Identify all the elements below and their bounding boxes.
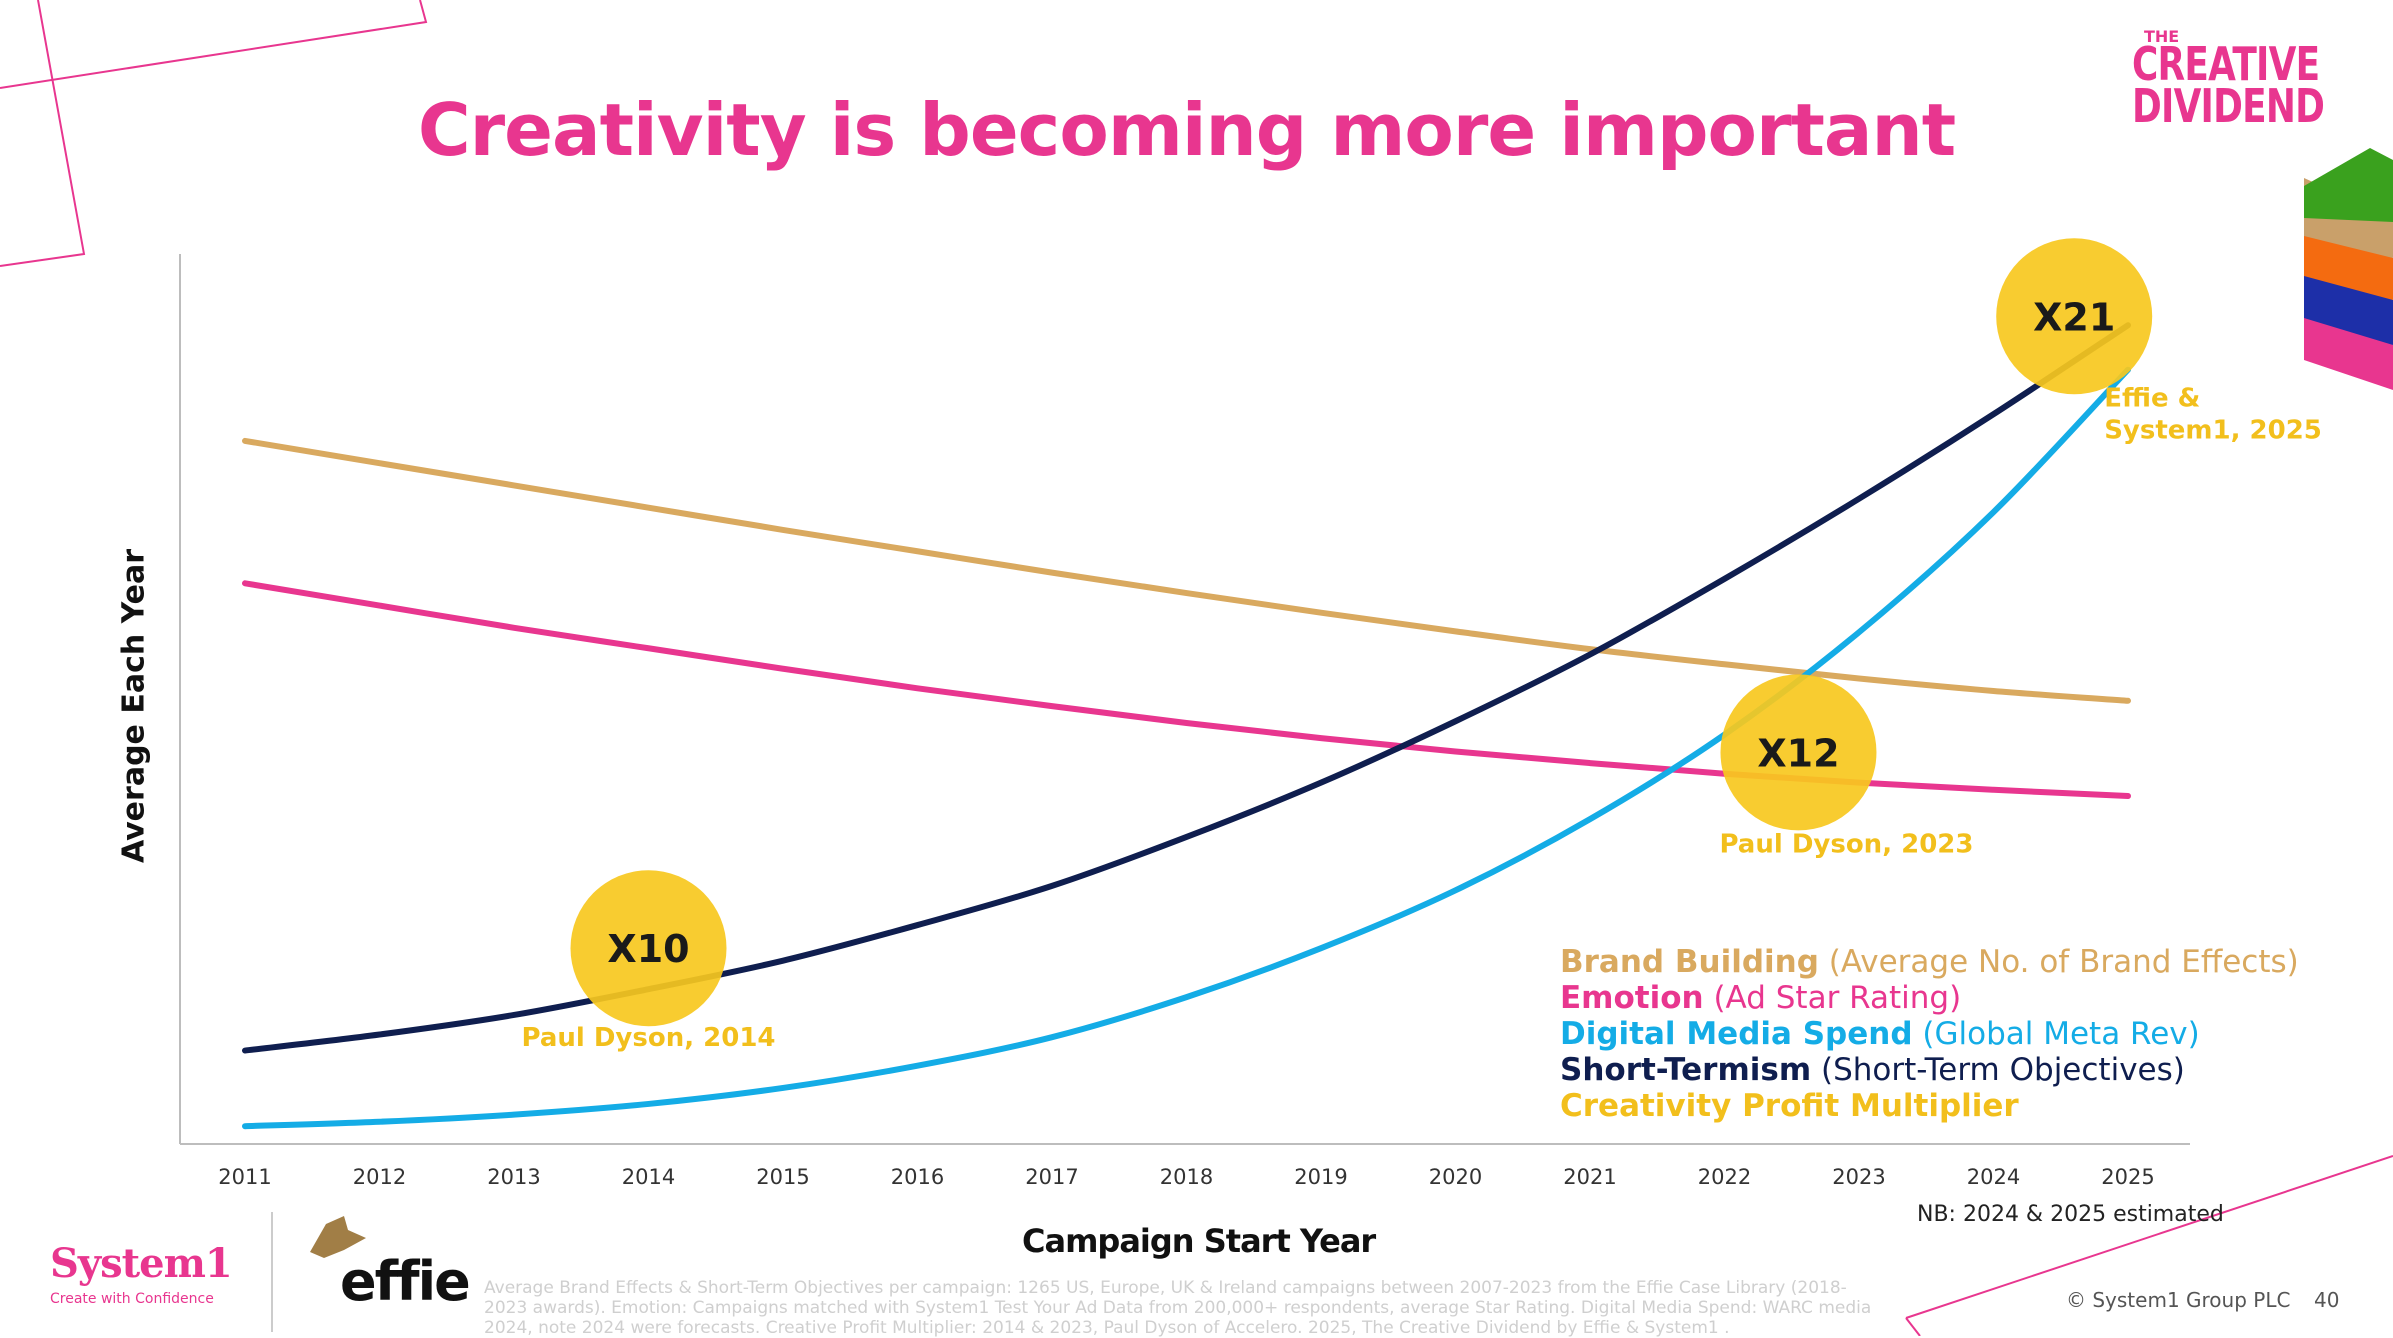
multiplier-label-x12: X12 [1757,731,1839,775]
system1-tagline: Create with Confidence [50,1291,214,1307]
deco-frame-bottom-right-2 [1905,1317,1921,1336]
legend-detail: (Global Meta Rev) [1912,1016,2200,1052]
x-tick-label: 2021 [1563,1165,1616,1189]
legend-item: Short-Termism (Short-Term Objectives) [1560,1052,2299,1088]
legend-key: Emotion [1560,980,1704,1016]
system1-wordmark: System1 [50,1240,233,1287]
multiplier-label-x21: X21 [2033,295,2115,339]
chart-legend: Brand Building (Average No. of Brand Eff… [1560,944,2299,1124]
x-tick-label: 2015 [756,1165,809,1189]
multiplier-label-x10: X10 [607,927,689,971]
legend-key: Digital Media Spend [1560,1016,1913,1052]
footnote: Average Brand Effects & Short-Term Objec… [484,1278,1872,1338]
series-line-brand-building [242,437,2131,704]
creative-dividend-logo: THE CREATIVE DIVIDEND [2110,27,2325,129]
page-number: 40 [2314,1288,2340,1312]
x-tick-label: 2012 [353,1165,406,1189]
x-tick-label: 2023 [1832,1165,1885,1189]
x-tick-label: 2020 [1429,1165,1482,1189]
effie-logo: effie [340,1250,471,1313]
multiplier-source-x12: Paul Dyson, 2023 [1719,829,1973,859]
legend-item: Digital Media Spend (Global Meta Rev) [1560,1016,2299,1052]
y-axis-label: Average Each Year [116,548,152,864]
x-tick-label: 2022 [1698,1165,1751,1189]
x-axis-label: Campaign Start Year [1022,1222,1376,1260]
multiplier-circle-x12 [1720,674,1877,831]
deco-frame-bottom-right [1905,1155,2393,1319]
series-line-digital-media-spend [242,366,2131,1130]
deco-frame-top-left [0,0,428,89]
page-title: Creativity is becoming more important [417,88,1956,172]
legend-detail: (Ad Star Rating) [1703,980,1962,1016]
multiplier-circle-x21 [1996,238,2153,395]
multiplier-circle-x10 [570,870,727,1027]
x-tick-label: 2024 [1967,1165,2020,1189]
x-tick-label: 2025 [2101,1165,2154,1189]
legend-key: Creativity Profit Multiplier [1560,1088,2019,1124]
copyright: © System1 Group PLC [2066,1288,2291,1312]
deco-frame-left [0,0,86,267]
multiplier-source-x21: Effie & System1, 2025 [2104,383,2322,445]
legend-detail: (Short-Term Objectives) [1811,1052,2185,1088]
x-tick-label: 2014 [622,1165,675,1189]
series-line-short-termism [242,322,2131,1054]
legend-item: Emotion (Ad Star Rating) [1560,980,2299,1016]
system1-logo: System1 Create with Confidence [50,1240,233,1307]
x-tick-label: 2016 [891,1165,944,1189]
x-tick-label: 2013 [487,1165,540,1189]
x-tick-label: 2018 [1160,1165,1213,1189]
stacked-layers-icon [2304,148,2393,390]
legend-item: Creativity Profit Multiplier [1560,1088,2299,1124]
legend-key: Brand Building [1560,944,1819,980]
legend-key: Short-Termism [1560,1052,1812,1088]
logo-the: THE [2144,27,2180,46]
footer-divider [271,1212,273,1332]
x-tick-label: 2017 [1025,1165,1078,1189]
multiplier-source-x10: Paul Dyson, 2014 [521,1023,775,1053]
x-tick-label: 2011 [218,1165,271,1189]
legend-detail: (Average No. of Brand Effects) [1818,944,2299,980]
effie-icon [310,1216,366,1258]
legend-item: Brand Building (Average No. of Brand Eff… [1560,944,2299,980]
estimate-note: NB: 2024 & 2025 estimated [1917,1202,2224,1227]
x-tick-label: 2019 [1294,1165,1347,1189]
